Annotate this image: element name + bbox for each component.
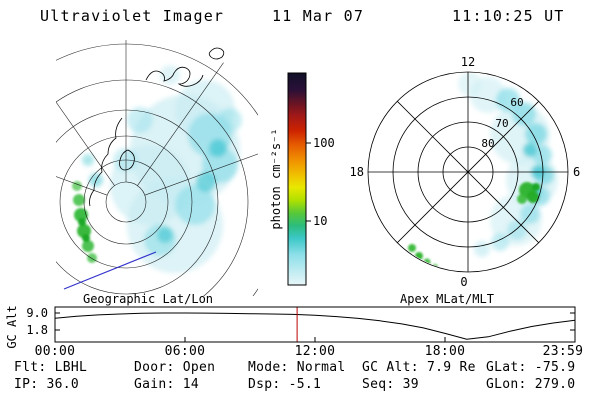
polar-grid (367, 71, 569, 273)
header: Ultraviolet Imager 11 Mar 07 11:10:25 UT (40, 7, 565, 25)
mlt-label-6: 6 (573, 165, 580, 179)
mlat-label-80: 80 (481, 137, 494, 150)
mlat-label-70: 70 (495, 117, 508, 130)
gc-alt-frame (54, 306, 576, 343)
colorbar-tick-10: 10 (313, 214, 327, 228)
instrument-title: Ultraviolet Imager (40, 7, 224, 25)
mlat-label-60: 60 (510, 96, 523, 109)
xtick-0000: 00:00 (35, 344, 76, 359)
status-door: Door: Open (134, 360, 215, 375)
pointer-line (63, 251, 157, 290)
status-glat: GLat: -75.9 (486, 360, 575, 375)
status-readout: Flt: LBHL Door: Open Mode: Normal GC Alt… (14, 360, 575, 392)
xtick-2359: 23:59 (543, 344, 584, 359)
header-time: 11:10:25 UT (452, 7, 565, 25)
status-seq: Seq: 39 (362, 377, 419, 392)
mlt-label-18: 18 (350, 165, 364, 179)
header-date: 11 Mar 07 (272, 7, 364, 25)
geo-grid (56, 40, 258, 296)
status-ip: IP: 36.0 (14, 377, 79, 392)
xtick-1800: 18:00 (425, 344, 466, 359)
xtick-0600: 06:00 (165, 344, 206, 359)
colorbar-units-label: photon cm⁻²s⁻¹ (269, 128, 283, 229)
status-glon: GLon: 279.0 (486, 377, 575, 392)
geo-aurora-image (82, 65, 242, 273)
polar-panel: 12 18 6 0 60 70 80 Apex MLat/MLT (350, 55, 581, 306)
xtick-1200: 12:00 (295, 344, 336, 359)
status-dsp: Dsp: -5.1 (248, 377, 321, 392)
geo-aurora-arc (72, 181, 97, 263)
geo-map-panel: Geographic Lat/Lon (56, 40, 258, 306)
geo-panel-caption: Geographic Lat/Lon (83, 292, 213, 306)
status-flt: Flt: LBHL (14, 360, 87, 375)
ytick-1-8: 1.8 (26, 323, 48, 337)
status-gain: Gain: 14 (134, 377, 199, 392)
ytick-9: 9.0 (26, 306, 48, 320)
mlt-label-0: 0 (460, 275, 467, 289)
gc-alt-axis-label: GC Alt (5, 305, 19, 348)
colorbar: 100 10 photon cm⁻²s⁻¹ (269, 72, 335, 286)
gc-alt-plot: GC Alt 9.0 1.8 00:00 06:00 12:00 18:00 2… (5, 305, 583, 359)
coastlines (89, 47, 225, 207)
polar-panel-caption: Apex MLat/MLT (400, 292, 494, 306)
status-gc-alt: GC Alt: 7.9 Re (362, 360, 476, 375)
colorbar-gradient (287, 72, 307, 286)
colorbar-tick-100: 100 (313, 136, 335, 150)
gc-alt-curve (54, 312, 576, 340)
mlt-label-12: 12 (461, 55, 475, 69)
status-mode: Mode: Normal (248, 360, 346, 375)
